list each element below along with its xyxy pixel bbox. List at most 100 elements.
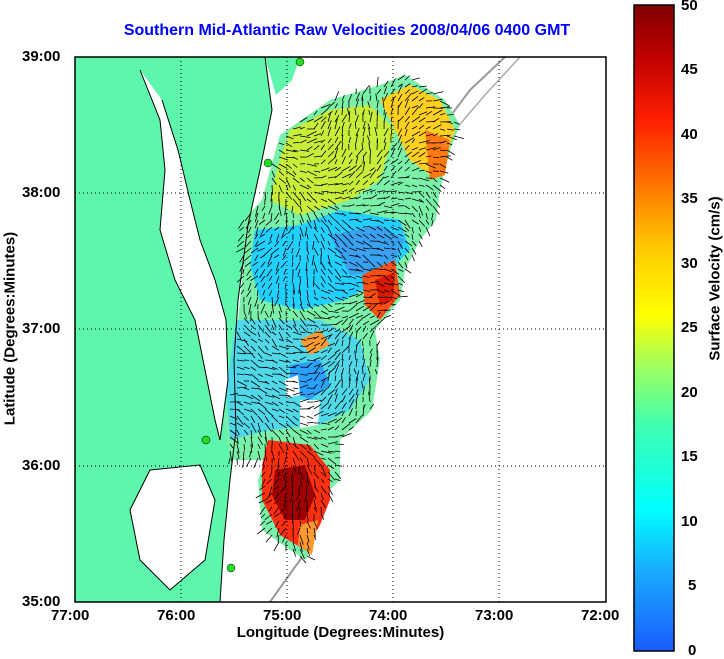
velocity-vector <box>341 128 343 137</box>
velocity-vector <box>341 353 344 361</box>
velocity-vector <box>404 151 413 158</box>
velocity-vector <box>355 134 358 144</box>
velocity-vector <box>313 219 317 230</box>
velocity-vector <box>313 110 318 116</box>
velocity-vector <box>264 394 275 398</box>
velocity-vector <box>273 513 280 518</box>
velocity-vector <box>313 342 321 347</box>
velocity-vector <box>348 159 353 165</box>
velocity-vector <box>431 212 434 221</box>
velocity-vector <box>268 275 273 282</box>
velocity-vector <box>418 169 425 172</box>
velocity-vector <box>306 337 317 340</box>
velocity-vector <box>250 387 259 390</box>
velocity-vector <box>243 415 250 421</box>
velocity-vector <box>239 254 245 263</box>
velocity-vector <box>292 156 298 160</box>
velocity-vector <box>320 240 326 250</box>
velocity-vector <box>432 147 441 151</box>
velocity-vector <box>285 135 294 140</box>
velocity-vector <box>306 233 309 240</box>
velocity-vector <box>404 75 411 81</box>
velocity-vector <box>248 303 252 315</box>
velocity-vector <box>236 275 245 283</box>
velocity-vector <box>299 233 302 241</box>
velocity-vector <box>362 156 364 165</box>
velocity-vector <box>271 338 277 348</box>
velocity-vector <box>418 162 429 165</box>
chesapeake-bay <box>140 70 228 440</box>
velocity-vector <box>313 191 324 195</box>
velocity-vector <box>320 464 327 475</box>
velocity-vector <box>313 364 321 375</box>
velocity-vector <box>341 156 346 165</box>
velocity-vector <box>404 212 412 215</box>
velocity-vector <box>369 233 376 239</box>
velocity-vector <box>390 123 392 130</box>
velocity-vector <box>432 98 443 102</box>
velocity-vector <box>306 310 316 317</box>
velocity-vector <box>299 338 307 341</box>
velocity-vector <box>376 164 382 172</box>
colorbar-label: Surface Velocity (cm/s) <box>706 196 724 361</box>
velocity-vector <box>320 396 327 403</box>
velocity-vector <box>320 233 325 242</box>
velocity-vector <box>320 377 329 382</box>
velocity-vector <box>348 218 359 221</box>
velocity-vector <box>313 331 323 333</box>
velocity-vector <box>383 233 393 240</box>
velocity-vector <box>383 80 389 88</box>
velocity-vector <box>292 191 300 201</box>
velocity-vector <box>341 247 347 253</box>
velocity-vector <box>236 429 240 435</box>
velocity-vector <box>292 408 299 413</box>
velocity-vector <box>268 205 273 215</box>
velocity-vector <box>418 103 424 109</box>
station-marker <box>295 57 305 67</box>
velocity-vector <box>367 366 371 375</box>
velocity-vector <box>267 240 273 245</box>
velocity-vector <box>355 226 365 232</box>
velocity-vector <box>292 387 299 390</box>
velocity-vector <box>299 422 309 426</box>
velocity-vector <box>369 194 378 200</box>
velocity-vector <box>390 247 397 250</box>
velocity-vector <box>376 340 381 347</box>
velocity-vector <box>299 289 301 297</box>
velocity-vector <box>341 395 346 403</box>
velocity-vector <box>254 233 259 240</box>
grid <box>75 57 606 602</box>
velocity-vector <box>306 362 313 368</box>
velocity-vector <box>404 261 408 269</box>
velocity-vector <box>313 261 318 273</box>
velocity-vector <box>327 282 336 290</box>
velocity-vector <box>243 247 252 255</box>
velocity-vector <box>278 163 288 169</box>
velocity-vector <box>411 106 419 116</box>
velocity-vector <box>334 205 340 210</box>
velocity-vector <box>432 109 443 116</box>
velocity-vector <box>299 205 303 213</box>
velocity-vector <box>320 108 329 116</box>
velocity-vector <box>306 555 316 561</box>
velocity-vector <box>369 95 372 102</box>
velocity-vector <box>271 415 279 423</box>
velocity-vector <box>327 343 336 347</box>
velocity-vector <box>327 383 332 389</box>
velocity-vector <box>258 499 266 504</box>
velocity-vector <box>276 289 280 298</box>
velocity-vector <box>313 133 322 137</box>
velocity-vector <box>327 111 332 123</box>
velocity-vector <box>397 268 404 272</box>
velocity-vector <box>411 212 416 218</box>
velocity-vector <box>247 296 252 306</box>
velocity-vector <box>264 345 269 351</box>
velocity-vector <box>306 317 316 324</box>
velocity-vector <box>369 247 381 250</box>
velocity-vector <box>334 393 338 403</box>
velocity-vector <box>341 340 344 347</box>
velocity-vector <box>278 184 283 193</box>
velocity-vector <box>369 261 376 268</box>
velocity-vector <box>285 366 296 369</box>
velocity-vector <box>341 240 348 248</box>
